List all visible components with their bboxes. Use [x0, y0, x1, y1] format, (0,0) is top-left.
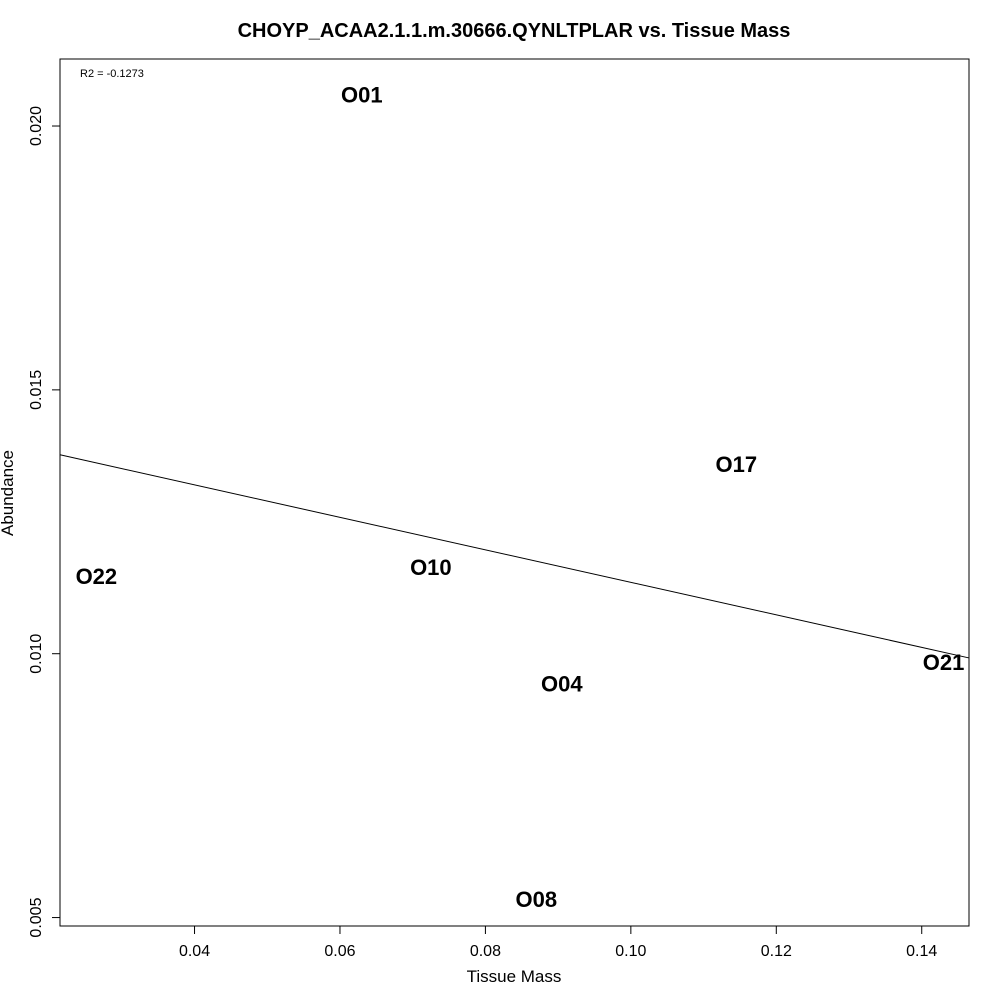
r-squared-annotation: R2 = -0.1273	[80, 68, 144, 80]
data-point-o08: O08	[516, 887, 558, 912]
x-tick-label: 0.10	[615, 943, 646, 960]
y-axis-label: Abundance	[0, 450, 17, 536]
x-tick-label: 0.14	[906, 943, 937, 960]
y-tick-label: 0.020	[28, 106, 45, 146]
y-tick-label: 0.010	[28, 634, 45, 674]
data-point-o17: O17	[715, 452, 757, 477]
data-point-o04: O04	[541, 671, 583, 696]
y-axis: 0.005 0.010 0.015 0.020	[28, 106, 61, 938]
data-point-o22: O22	[76, 564, 118, 589]
x-tick-label: 0.06	[324, 943, 355, 960]
plot-frame	[59, 58, 970, 927]
x-axis: 0.04 0.06 0.08 0.10 0.12 0.14	[179, 925, 937, 960]
x-tick-label: 0.12	[761, 943, 792, 960]
chart-title: CHOYP_ACAA2.1.1.m.30666.QYNLTPLAR vs. Ti…	[238, 20, 791, 42]
regression-line	[59, 454, 970, 659]
x-tick-label: 0.08	[470, 943, 501, 960]
x-axis-label: Tissue Mass	[467, 967, 562, 986]
data-point-o10: O10	[410, 555, 452, 580]
points-group: O01 O17 O22 O10 O21 O04 O08	[76, 82, 965, 912]
x-tick-label: 0.04	[179, 943, 210, 960]
data-point-o01: O01	[341, 82, 383, 107]
y-tick-label: 0.005	[28, 897, 45, 937]
y-tick-label: 0.015	[28, 370, 45, 410]
data-point-o21: O21	[923, 650, 965, 675]
trendline-group	[59, 454, 970, 659]
